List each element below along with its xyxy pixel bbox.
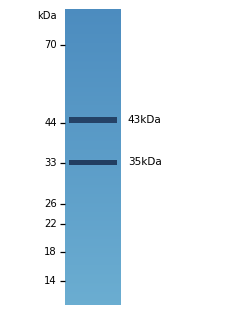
Text: 70: 70 (44, 40, 57, 50)
Bar (69, 117, 117, 123)
Text: kDa: kDa (37, 11, 57, 21)
Text: 44: 44 (44, 118, 57, 128)
Text: 14: 14 (44, 276, 57, 286)
Text: 35kDa: 35kDa (128, 157, 161, 167)
Bar (69, 160, 117, 165)
Text: 43kDa: 43kDa (128, 115, 161, 125)
Text: 18: 18 (44, 247, 57, 257)
Text: 33: 33 (44, 158, 57, 168)
Text: 22: 22 (44, 219, 57, 229)
Text: 26: 26 (44, 199, 57, 209)
